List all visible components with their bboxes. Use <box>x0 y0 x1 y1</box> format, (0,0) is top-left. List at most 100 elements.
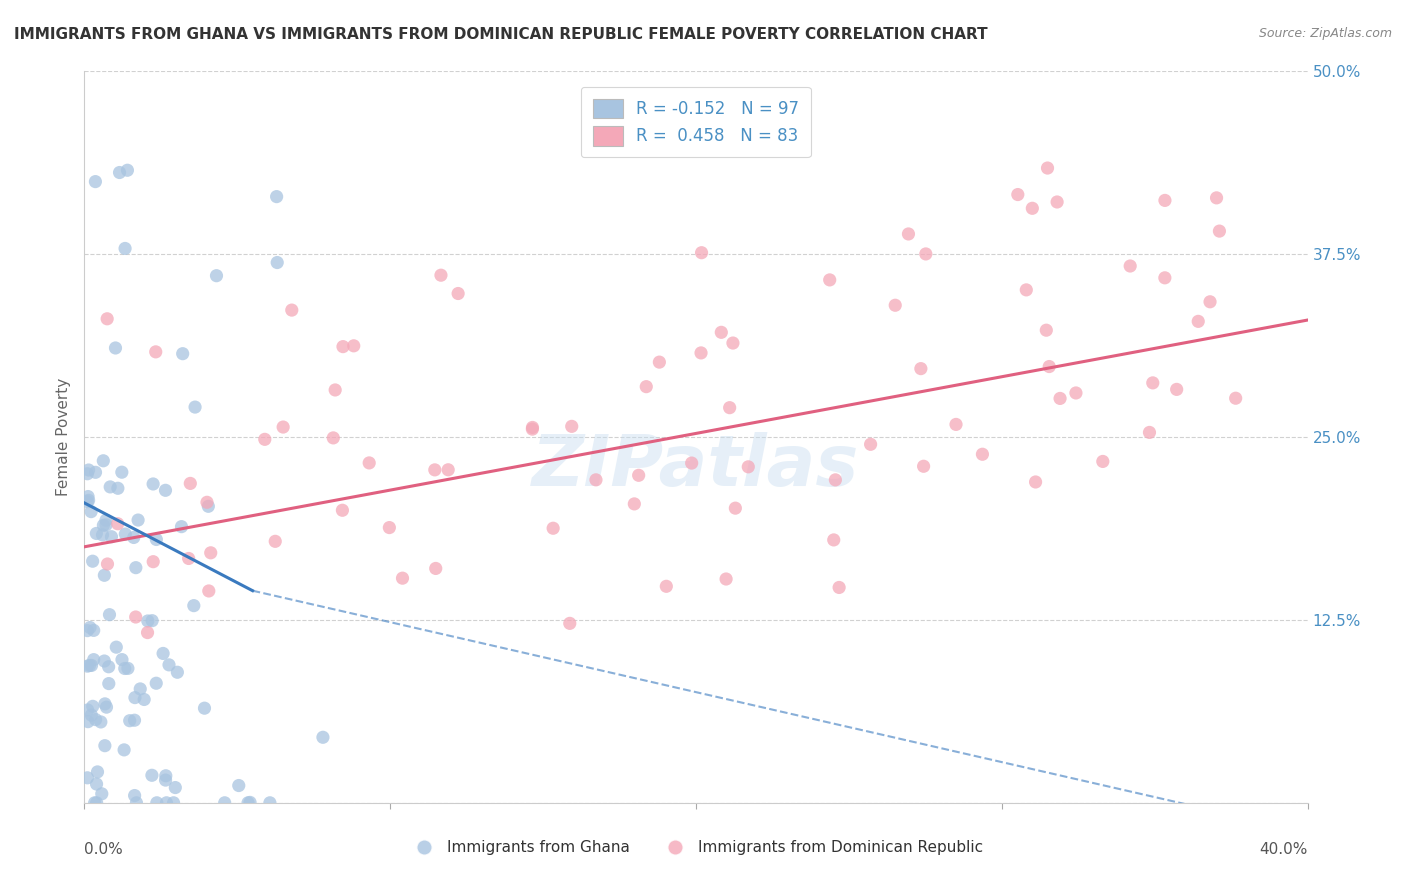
Point <box>91 454 114 468</box>
Point <box>107 516 129 531</box>
Point <box>84 465 107 479</box>
Point <box>322 431 344 445</box>
Point <box>111 652 134 666</box>
Point <box>94 739 117 753</box>
Point <box>718 401 741 415</box>
Point <box>112 743 135 757</box>
Point <box>1021 202 1043 216</box>
Point <box>737 459 759 474</box>
Point <box>129 681 152 696</box>
Point <box>195 495 218 509</box>
Point <box>136 614 159 628</box>
Text: IMMIGRANTS FROM GHANA VS IMMIGRANTS FROM DOMINICAN REPUBLIC FEMALE POVERTY CORRE: IMMIGRANTS FROM GHANA VS IMMIGRANTS FROM… <box>14 27 987 42</box>
Point <box>155 796 177 810</box>
Point <box>710 326 733 340</box>
Point <box>264 534 287 549</box>
Point <box>447 286 470 301</box>
Point <box>271 420 294 434</box>
Point <box>1199 294 1222 309</box>
Point <box>897 227 920 241</box>
Point <box>84 713 107 727</box>
Point <box>124 713 146 727</box>
Point <box>141 768 163 782</box>
Point <box>98 480 121 494</box>
Point <box>96 700 118 714</box>
Point <box>193 701 215 715</box>
Point <box>155 769 177 783</box>
Point <box>205 268 228 283</box>
Point <box>648 355 671 369</box>
Point <box>198 584 221 599</box>
Point <box>690 346 713 360</box>
Point <box>1064 386 1087 401</box>
Point <box>166 665 188 680</box>
Point <box>98 607 121 622</box>
Point <box>82 554 104 568</box>
Point <box>76 624 98 638</box>
Point <box>1015 283 1038 297</box>
Point <box>627 468 650 483</box>
Point <box>1091 454 1114 468</box>
Point <box>239 796 262 810</box>
Point <box>96 557 118 571</box>
Text: Source: ZipAtlas.com: Source: ZipAtlas.com <box>1258 27 1392 40</box>
Point <box>197 500 219 514</box>
Point <box>910 361 932 376</box>
Point <box>127 513 149 527</box>
Point <box>655 579 678 593</box>
Y-axis label: Female Poverty: Female Poverty <box>56 378 72 496</box>
Point <box>714 572 737 586</box>
Point <box>183 599 205 613</box>
Point <box>77 490 100 504</box>
Point <box>91 528 114 542</box>
Point <box>157 657 180 672</box>
Point <box>94 517 117 532</box>
Point <box>1187 314 1209 328</box>
Point <box>1166 383 1188 397</box>
Point <box>80 708 103 723</box>
Point <box>142 555 165 569</box>
Point <box>80 505 103 519</box>
Point <box>859 437 882 451</box>
Point <box>145 344 167 359</box>
Point <box>430 268 453 283</box>
Point <box>561 419 583 434</box>
Point <box>117 661 139 675</box>
Point <box>437 463 460 477</box>
Point <box>83 624 105 638</box>
Point <box>912 459 935 474</box>
Point <box>108 165 131 179</box>
Point <box>623 497 645 511</box>
Point <box>266 189 288 203</box>
Point <box>170 519 193 533</box>
Point <box>94 697 117 711</box>
Point <box>332 503 354 517</box>
Point <box>179 476 201 491</box>
Point <box>823 533 845 547</box>
Point <box>114 661 136 675</box>
Point <box>884 298 907 312</box>
Point <box>1208 224 1230 238</box>
Point <box>724 501 747 516</box>
Point <box>721 336 744 351</box>
Point <box>228 779 250 793</box>
Point <box>824 473 846 487</box>
Point <box>200 546 222 560</box>
Point <box>828 581 851 595</box>
Point <box>972 447 994 461</box>
Point <box>141 614 163 628</box>
Point <box>541 521 564 535</box>
Point <box>79 658 101 673</box>
Point <box>914 247 936 261</box>
Point <box>681 456 703 470</box>
Point <box>114 527 136 541</box>
Point <box>76 659 98 673</box>
Point <box>82 699 104 714</box>
Point <box>83 653 105 667</box>
Point <box>86 796 108 810</box>
Point <box>111 465 134 479</box>
Point <box>378 520 401 534</box>
Point <box>146 796 169 810</box>
Point <box>77 463 100 477</box>
Point <box>1153 270 1175 285</box>
